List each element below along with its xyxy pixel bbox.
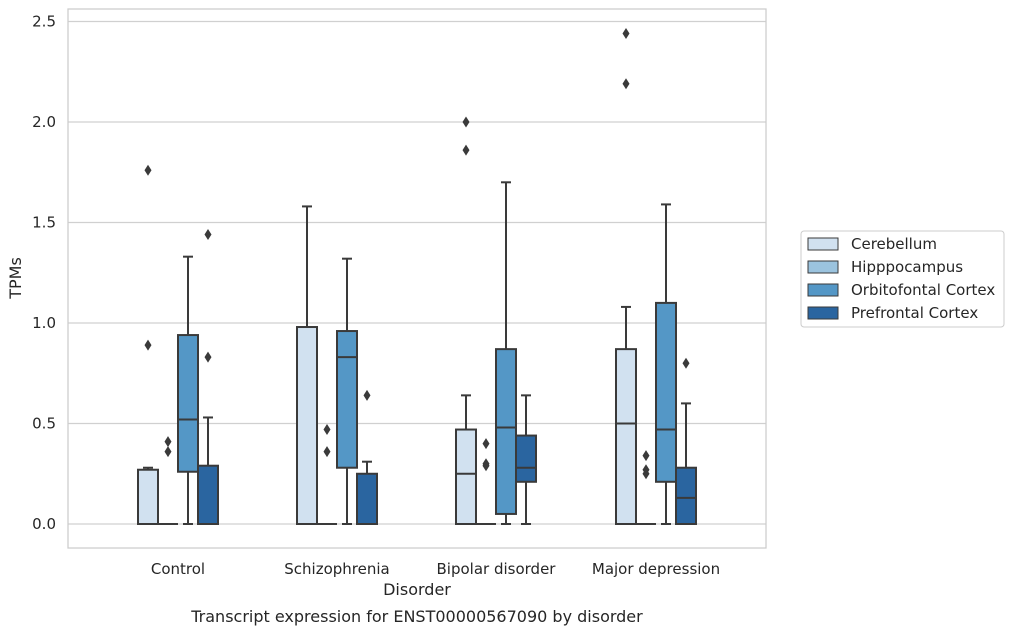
outlier-point [204, 351, 212, 363]
legend-label: Orbitofontal Cortex [851, 281, 995, 299]
x-tick-label: Major depression [592, 560, 720, 578]
box-body [615, 348, 637, 525]
box-1-2 [476, 438, 496, 525]
box-1-3 [636, 450, 656, 525]
x-tick-label: Bipolar disorder [437, 560, 557, 578]
box-body [495, 348, 517, 515]
outlier-point [642, 450, 650, 462]
box-0-2 [455, 116, 477, 525]
box-3-1 [356, 389, 378, 525]
y-axis-label: TPMs [6, 257, 25, 300]
box-body [177, 334, 199, 473]
box-3-3 [675, 357, 697, 525]
outlier-point [462, 144, 470, 156]
y-tick-label: 0.5 [32, 415, 56, 433]
box-body [197, 464, 219, 525]
y-axis-ticks: 0.0 0.5 1.0 1.5 2.0 2.5 [32, 13, 56, 534]
legend-swatch [807, 283, 839, 297]
box-1-1 [317, 424, 337, 525]
box-2-1 [336, 257, 358, 525]
legend: Cerebellum Hipppocampus Orbitofontal Corte… [800, 230, 1005, 328]
outlier-point [482, 438, 490, 450]
outlier-point [622, 28, 630, 40]
box-body [655, 301, 677, 483]
x-tick-label: Schizophrenia [284, 560, 389, 578]
legend-swatch [807, 306, 839, 320]
outlier-point [642, 468, 650, 480]
box-body [675, 466, 697, 525]
box-body [455, 428, 477, 525]
y-tick-label: 1.5 [32, 214, 56, 232]
box-body [356, 472, 378, 525]
legend-label: Hipppocampus [851, 258, 963, 276]
box-body [336, 330, 358, 469]
box-body [137, 468, 159, 526]
x-axis-ticks: Control Schizophrenia Bipolar disorder Majo… [151, 560, 720, 578]
box-body [515, 434, 537, 483]
y-tick-label: 0.0 [32, 515, 56, 533]
y-tick-label: 2.0 [32, 113, 56, 131]
outlier-point [622, 78, 630, 90]
box-body [296, 326, 318, 525]
x-tick-label: Control [151, 560, 205, 578]
outlier-point [462, 116, 470, 128]
box-0-3 [615, 28, 637, 525]
box-1-0 [158, 436, 178, 525]
figure-caption: Transcript expression for ENST0000056709… [190, 607, 643, 626]
x-axis-label: Disorder [383, 580, 451, 599]
outlier-point [144, 164, 152, 176]
legend-label: Cerebellum [851, 235, 937, 253]
box-0-0 [137, 164, 159, 526]
outlier-point [144, 339, 152, 351]
legend-frame [800, 230, 1005, 328]
box-2-3 [655, 203, 677, 525]
y-tick-label: 1.0 [32, 314, 56, 332]
outlier-point [323, 446, 331, 458]
box-3-0 [197, 229, 219, 525]
legend-swatch [807, 260, 839, 274]
y-tick-label: 2.5 [32, 13, 56, 31]
plot-area [67, 8, 767, 549]
box-2-2 [495, 181, 517, 525]
legend-swatch [807, 237, 839, 251]
boxes [137, 28, 697, 526]
outlier-point [323, 424, 331, 436]
outlier-point [482, 460, 490, 472]
box-3-2 [515, 394, 537, 525]
outlier-point [164, 436, 172, 448]
box-0-1 [296, 205, 318, 525]
legend-label: Prefrontal Cortex [851, 304, 978, 322]
box-2-0 [177, 255, 199, 525]
outlier-point [682, 357, 690, 369]
outlier-point [204, 229, 212, 241]
outlier-point [363, 389, 371, 401]
outlier-point [164, 446, 172, 458]
